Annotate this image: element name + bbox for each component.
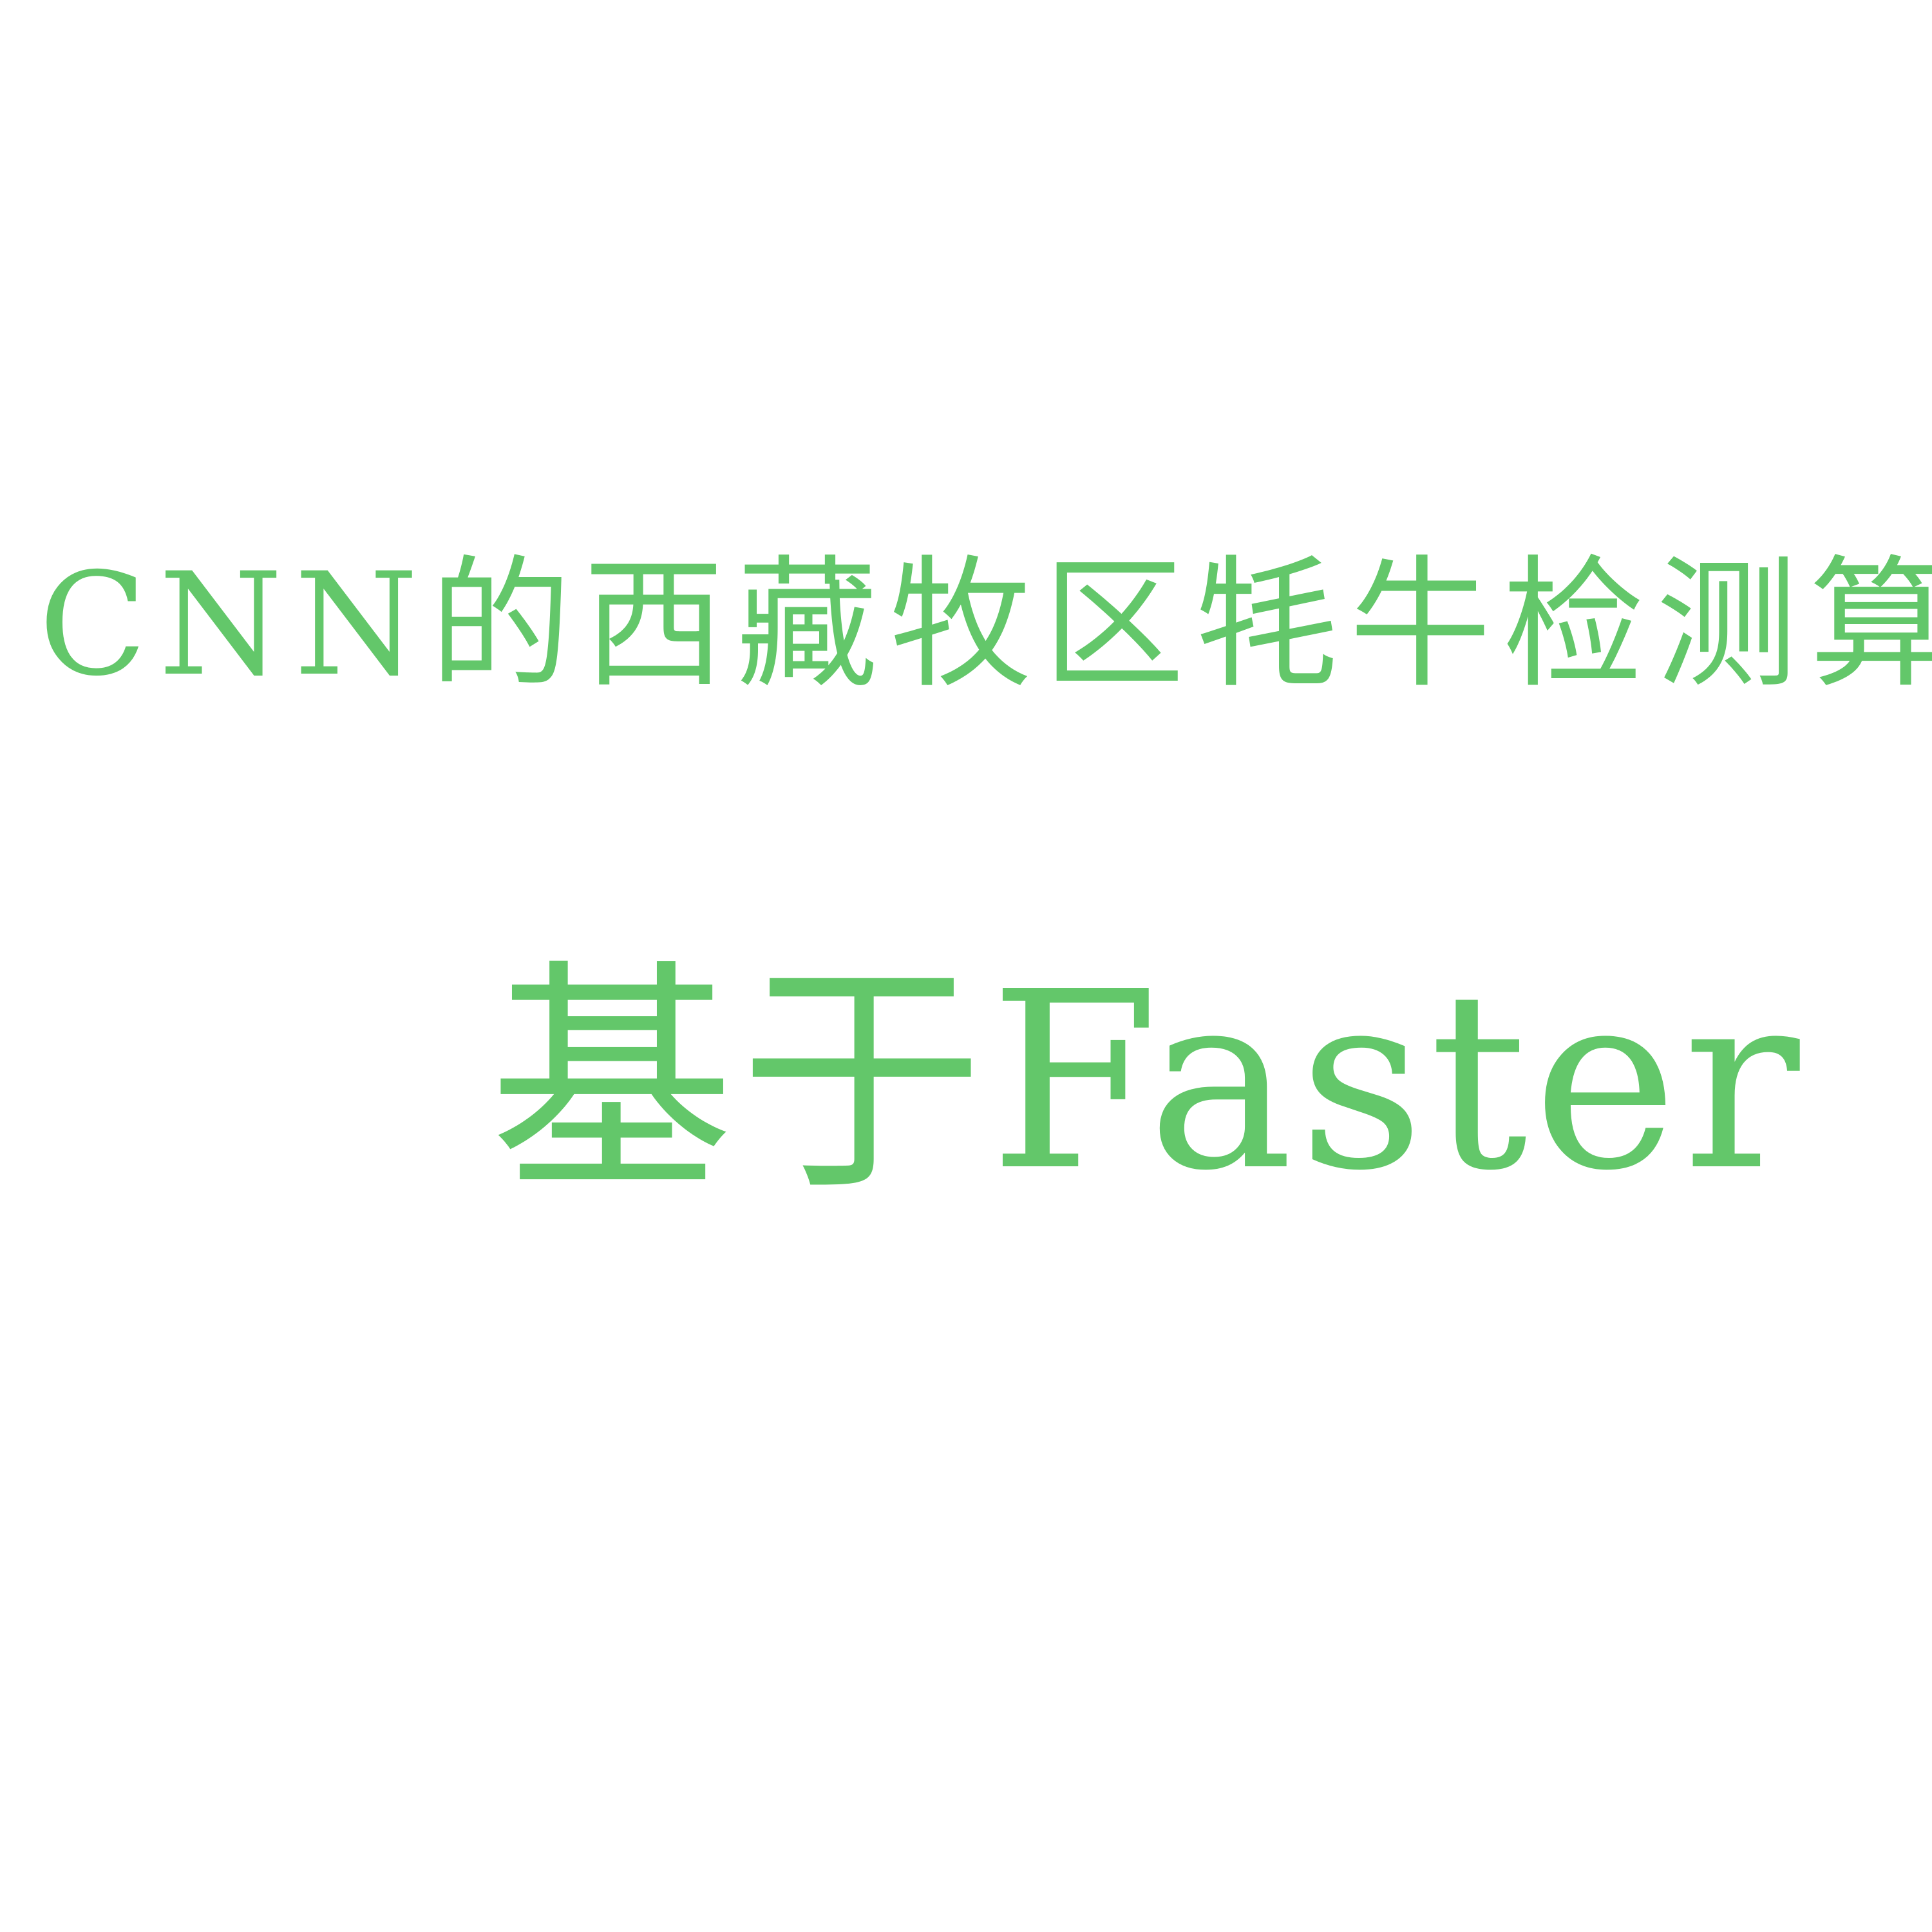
title-line-2: 基于Faster [489,939,1805,1224]
title-line-1: CNN的西藏牧区牦牛检测算法 [39,542,1932,707]
